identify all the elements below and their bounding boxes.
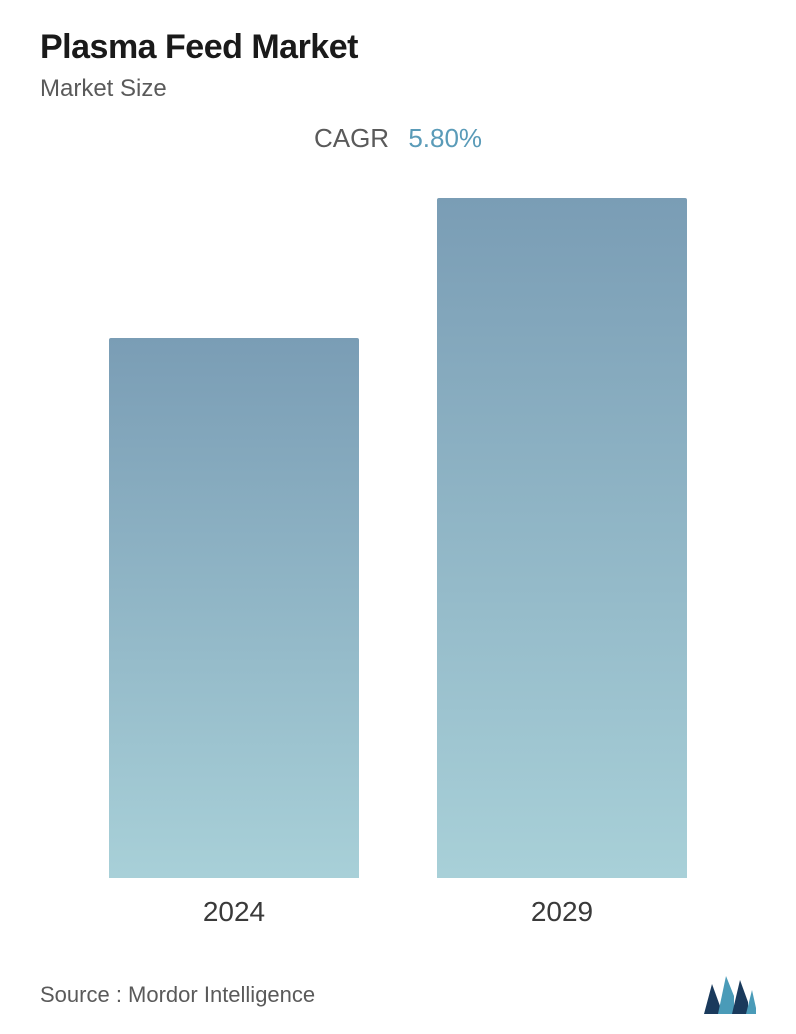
cagr-value: 5.80% <box>408 123 482 153</box>
bar-0 <box>109 338 359 878</box>
chart-subtitle: Market Size <box>40 75 756 103</box>
bar-label-0: 2024 <box>203 896 265 928</box>
cagr-label: CAGR <box>314 123 389 153</box>
cagr-row: CAGR 5.80% <box>40 123 756 154</box>
chart-container: Plasma Feed Market Market Size CAGR 5.80… <box>0 0 796 1034</box>
chart-area: 2024 2029 <box>40 194 756 948</box>
chart-title: Plasma Feed Market <box>40 28 756 67</box>
footer: Source : Mordor Intelligence <box>40 958 756 1014</box>
source-text: Source : Mordor Intelligence <box>40 982 315 1008</box>
bar-label-1: 2029 <box>531 896 593 928</box>
bar-group-1: 2029 <box>437 194 687 928</box>
logo-icon <box>704 976 756 1014</box>
bar-group-0: 2024 <box>109 194 359 928</box>
bar-1 <box>437 198 687 878</box>
